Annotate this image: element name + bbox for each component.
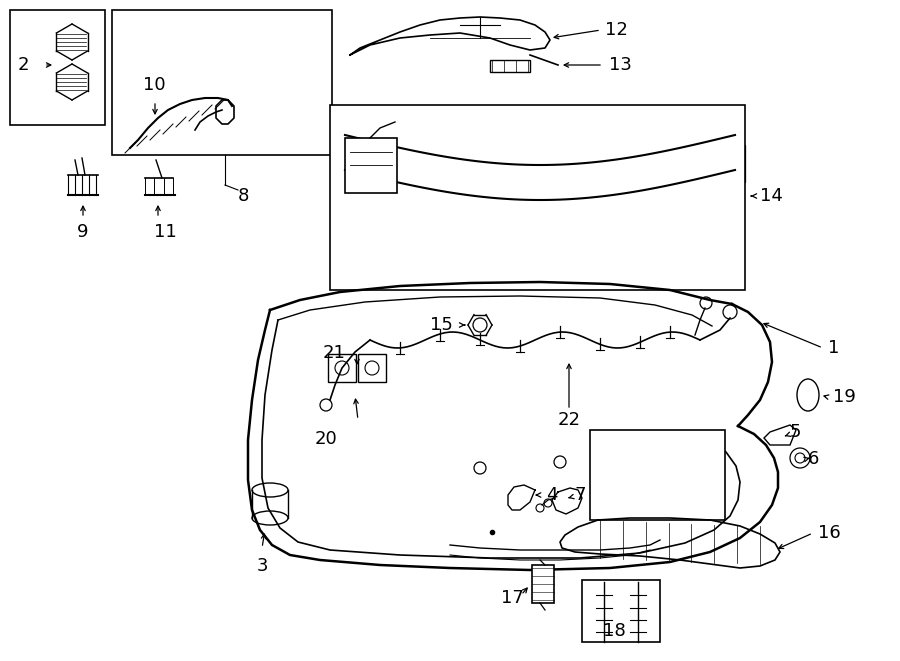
Text: 14: 14 [760,187,783,205]
Text: 6: 6 [808,450,819,468]
Text: 20: 20 [315,430,338,448]
Text: 22: 22 [557,411,580,429]
Text: 9: 9 [77,223,89,241]
Bar [112,10,332,155]
Bar [10,10,105,125]
Text: 7: 7 [574,486,586,504]
Text: 3: 3 [256,557,268,575]
Bar [532,565,554,603]
Text: 16: 16 [818,524,841,542]
Text: 21: 21 [322,344,346,362]
Text: 12: 12 [605,21,628,39]
Bar [330,105,745,290]
Bar [56,72,86,92]
Text: 15: 15 [430,316,453,334]
Bar [328,354,356,382]
Bar [56,32,86,52]
Bar [358,354,386,382]
Text: 4: 4 [546,486,557,504]
Text: 8: 8 [238,187,249,205]
Text: 13: 13 [609,56,632,74]
Text: 19: 19 [833,388,856,406]
Text: 18: 18 [603,622,625,640]
Text: 1: 1 [828,339,840,357]
Bar [582,580,660,642]
Text: 5: 5 [790,423,802,441]
Bar [590,430,725,520]
Text: 17: 17 [501,589,524,607]
Text: 11: 11 [154,223,176,241]
Text: 2: 2 [18,56,30,74]
Text: 10: 10 [143,76,166,94]
Bar [345,138,397,193]
